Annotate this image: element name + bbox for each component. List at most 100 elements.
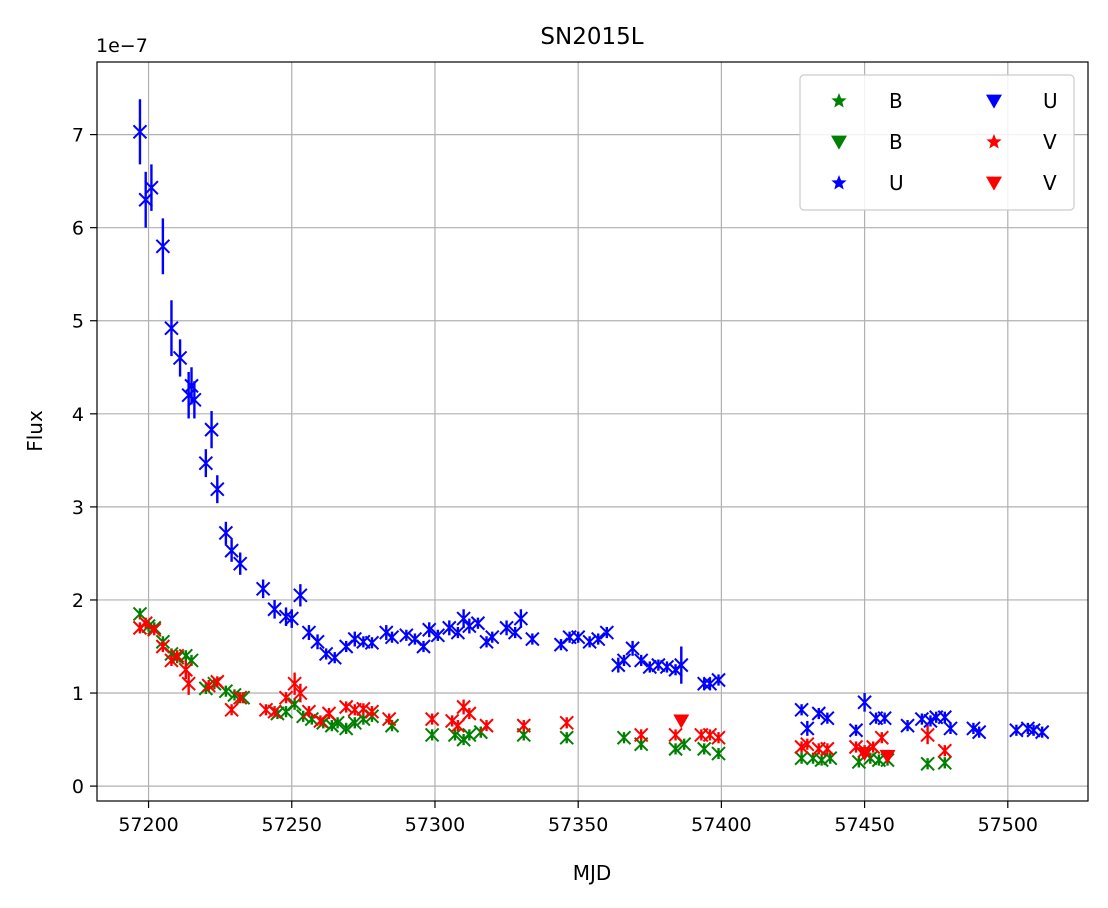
- data-point: [937, 755, 952, 771]
- data-point: [696, 741, 712, 757]
- data-point: [516, 718, 531, 733]
- legend-triangle-marker: [986, 176, 1002, 191]
- upper-limit-point: [879, 749, 896, 764]
- y-tick-label: 3: [72, 497, 84, 519]
- data-point: [416, 639, 431, 654]
- data-point: [616, 653, 632, 668]
- data-point: [422, 622, 437, 637]
- legend-label: B: [889, 89, 903, 113]
- data-point: [181, 676, 196, 691]
- data-layer: [132, 99, 1050, 771]
- series-V-triangle-down: [673, 714, 896, 764]
- data-point: [287, 696, 302, 712]
- data-point: [450, 718, 466, 733]
- data-point: [633, 727, 649, 743]
- data-point: [169, 648, 185, 664]
- data-point: [399, 628, 414, 643]
- data-point: [164, 320, 179, 336]
- data-point: [224, 543, 239, 558]
- legend-star-marker: [831, 175, 847, 190]
- data-point: [499, 620, 514, 636]
- ticks: 57200 57250 57300 57350 57400 57450 57500 0 1 2 3 4…: [72, 125, 1038, 836]
- data-point: [364, 635, 380, 650]
- x-tick-label: 57350: [548, 814, 608, 836]
- data-point: [668, 727, 683, 743]
- data-point: [347, 715, 362, 731]
- data-point: [582, 634, 597, 650]
- y-tick-label: 0: [72, 776, 84, 798]
- data-point: [820, 741, 835, 757]
- x-tick-label: 57400: [691, 814, 751, 836]
- legend-frame: [799, 74, 1075, 211]
- data-point: [456, 611, 471, 626]
- data-point: [570, 629, 586, 645]
- data-point: [625, 641, 640, 656]
- data-point: [642, 659, 657, 675]
- x-tick-label: 57500: [978, 814, 1038, 836]
- legend-star-marker: [986, 134, 1002, 149]
- data-point: [155, 239, 171, 254]
- data-point: [848, 723, 864, 738]
- data-point: [356, 701, 371, 717]
- data-point: [711, 746, 726, 761]
- upper-limit-point: [856, 747, 873, 762]
- data-point: [138, 192, 153, 207]
- data-point: [347, 631, 362, 647]
- data-point: [210, 481, 225, 497]
- data-point: [559, 730, 574, 745]
- data-point: [920, 756, 935, 771]
- data-point: [147, 622, 162, 637]
- data-point: [327, 650, 342, 665]
- data-point: [224, 702, 239, 717]
- y-tick-label: 1: [72, 683, 84, 705]
- y-tick-label: 4: [72, 404, 84, 426]
- data-point: [591, 631, 606, 647]
- data-point: [293, 685, 308, 701]
- data-point: [937, 743, 952, 758]
- data-point: [284, 611, 299, 626]
- data-point: [338, 699, 354, 715]
- legend-label: V: [1043, 171, 1057, 195]
- data-point: [462, 727, 477, 743]
- data-point: [198, 455, 214, 471]
- x-tick-label: 57300: [405, 814, 465, 836]
- data-point: [1026, 723, 1041, 738]
- data-point: [525, 631, 540, 647]
- data-point: [138, 616, 153, 631]
- data-point: [318, 646, 334, 662]
- data-point: [470, 616, 486, 631]
- x-tick-label: 57200: [118, 814, 178, 836]
- data-point: [513, 611, 529, 626]
- data-point: [172, 350, 188, 366]
- data-point: [278, 690, 294, 705]
- data-point: [442, 620, 457, 636]
- data-point: [599, 625, 615, 640]
- data-point: [874, 730, 889, 745]
- data-point: [674, 657, 689, 673]
- y-tick-label: 2: [72, 590, 84, 612]
- data-point: [943, 721, 958, 736]
- data-point: [258, 702, 274, 717]
- data-point: [321, 706, 337, 721]
- data-point: [267, 602, 282, 617]
- data-point: [711, 672, 726, 688]
- y-tick-label: 5: [72, 311, 84, 333]
- data-point: [914, 711, 930, 727]
- grid: [97, 62, 1088, 801]
- data-point: [971, 724, 987, 740]
- data-point: [900, 718, 915, 733]
- data-point: [659, 659, 675, 675]
- data-point: [668, 741, 683, 757]
- legend-label: U: [889, 171, 904, 195]
- data-point: [364, 704, 380, 719]
- data-point: [651, 657, 666, 673]
- data-point: [696, 676, 712, 691]
- data-point: [381, 711, 397, 727]
- data-point: [805, 750, 821, 766]
- data-point: [178, 662, 193, 677]
- data-point: [304, 711, 320, 727]
- data-point: [811, 706, 826, 721]
- data-point: [462, 618, 477, 634]
